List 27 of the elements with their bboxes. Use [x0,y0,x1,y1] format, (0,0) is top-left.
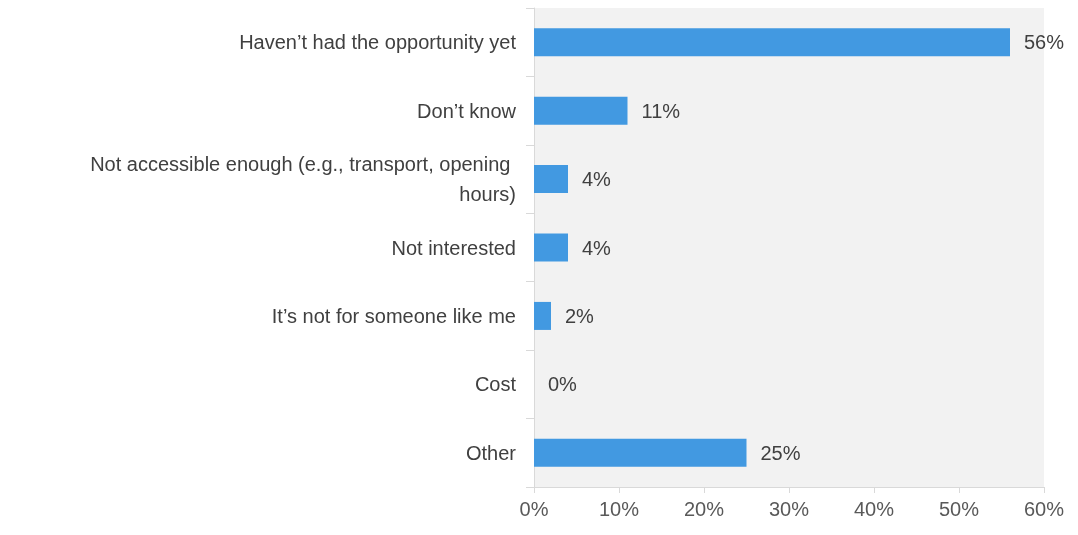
x-tick-label: 10% [598,498,640,520]
data-label: 2% [565,304,595,327]
data-label: 4% [582,236,612,259]
bar [534,301,551,330]
data-label: 25% [760,441,801,464]
x-tick-label: 60% [1023,498,1065,520]
data-label: 56% [1024,31,1065,54]
x-tick-label: 20% [683,498,725,520]
y-tick-label: Other [465,441,517,464]
bar [534,28,1010,57]
bar [534,438,747,467]
x-tick-label: 0% [519,498,549,520]
y-tick-label: Cost [474,373,517,396]
y-tick-label: Haven’t had the opportunity yet [239,31,517,54]
data-label: 0% [548,373,578,396]
y-tick-label: Not accessible enough (e.g., transport, opening hours) [90,153,516,206]
bar [534,233,568,262]
x-tick-label: 50% [938,498,980,520]
y-tick-label: Not interested [391,236,516,259]
x-tick-label: 30% [768,498,810,520]
y-tick-label: It’s not for someone like me [271,304,516,327]
data-label: 4% [582,168,612,191]
bar [534,96,628,125]
bar [534,165,568,194]
x-tick-label: 40% [853,498,895,520]
data-label: 11% [641,99,681,122]
y-tick-label: Don’t know [417,99,517,122]
